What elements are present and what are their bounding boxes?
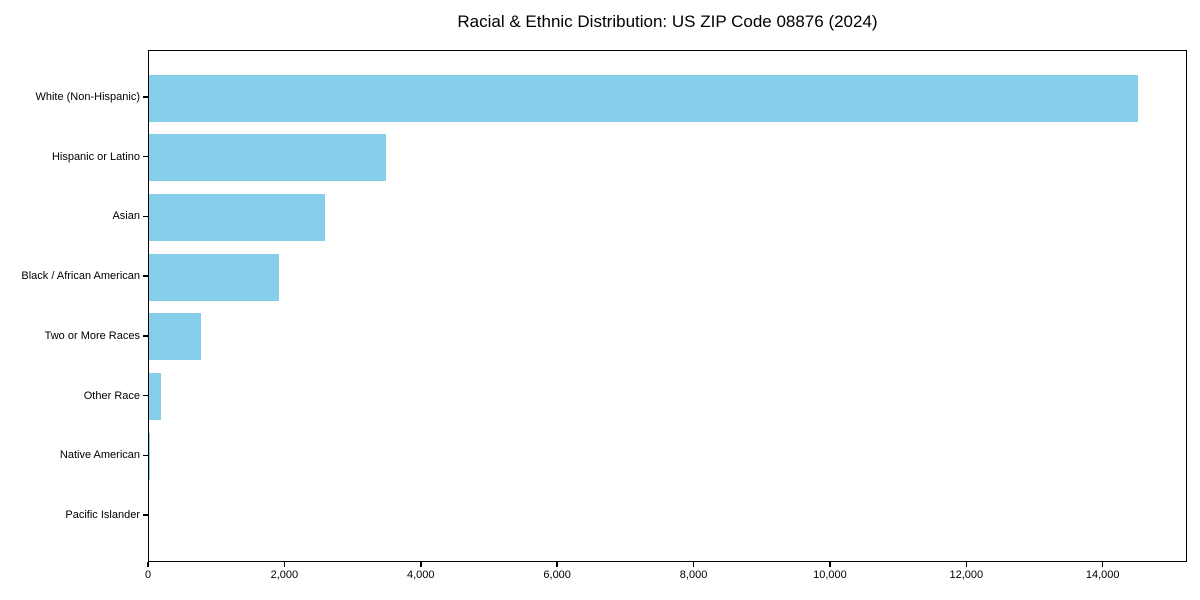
x-tick-label: 2,000	[270, 569, 299, 581]
x-tick-mark	[692, 562, 695, 567]
x-tick-mark	[147, 562, 149, 567]
x-tick-label: 4,000	[407, 569, 435, 581]
y-tick-label: Two or More Races	[44, 329, 140, 342]
y-tick-mark	[143, 275, 148, 277]
bar-hispanic-or-latino	[149, 134, 386, 182]
y-tick-mark	[143, 394, 148, 397]
y-tick-label: Black / African American	[21, 270, 140, 283]
y-tick-label: Other Race	[83, 389, 140, 402]
bar-asian	[149, 193, 325, 241]
y-tick-mark	[143, 514, 148, 516]
y-tick-label: Hispanic or Latino	[51, 150, 140, 163]
y-tick-mark	[143, 335, 148, 337]
y-tick-label: White (Non-Hispanic)	[35, 91, 140, 103]
x-tick-label: 12,000	[949, 569, 984, 581]
x-tick-mark	[965, 562, 968, 567]
bar-black-african-american	[149, 253, 279, 301]
x-tick-mark	[420, 562, 422, 567]
x-tick-mark	[1101, 562, 1104, 567]
x-tick-label: 10,000	[813, 569, 847, 581]
bar-white-non-hispanic	[149, 74, 1138, 122]
x-tick-mark	[556, 562, 558, 567]
x-tick-label: 6,000	[543, 569, 571, 581]
x-tick-mark	[829, 562, 831, 567]
x-tick-label: 14,000	[1085, 569, 1120, 581]
y-tick-label: Asian	[112, 210, 140, 223]
y-tick-label: Pacific Islander	[65, 508, 140, 521]
y-tick-label: Native American	[59, 449, 140, 462]
bar-other-race	[149, 373, 162, 421]
x-tick-mark	[283, 562, 286, 567]
plot-area	[148, 50, 1187, 562]
y-tick-mark	[143, 215, 148, 218]
y-tick-mark	[143, 454, 148, 457]
bar-native-american	[149, 432, 150, 480]
y-tick-mark	[143, 155, 148, 158]
y-tick-mark	[143, 96, 148, 98]
chart-title: Racial & Ethnic Distribution: US ZIP Cod…	[457, 12, 878, 31]
x-tick-label: 0	[144, 569, 152, 581]
x-tick-label: 8,000	[679, 569, 708, 581]
bar-two-or-more-races	[149, 313, 201, 361]
